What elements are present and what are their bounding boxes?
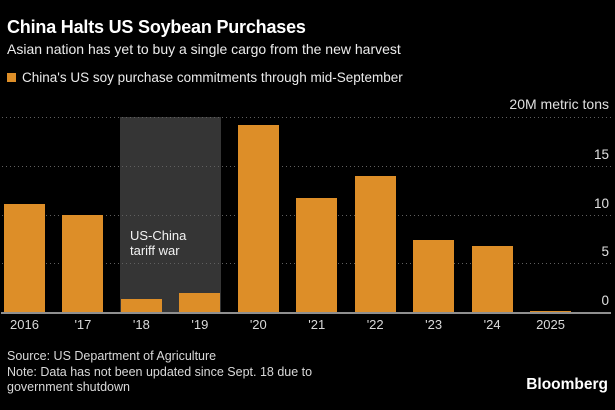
chart-title: China Halts US Soybean Purchases <box>7 17 306 37</box>
legend-swatch-icon <box>7 73 16 82</box>
x-tick-label-17: '17 <box>74 317 92 332</box>
y-tick-label-5: 5 <box>601 244 609 260</box>
y-axis-unit-label: 20M metric tons <box>509 96 609 112</box>
chart-subtitle: Asian nation has yet to buy a single car… <box>7 41 401 57</box>
legend-label: China's US soy purchase commitments thro… <box>22 70 403 85</box>
x-tick-label-2025: 2025 <box>536 317 565 332</box>
x-tick-label-23: '23 <box>425 317 443 332</box>
bar-2025 <box>530 310 572 312</box>
footer: Source: US Department of Agriculture Not… <box>7 349 377 396</box>
bar-21 <box>296 197 338 312</box>
bar-18 <box>120 299 162 312</box>
source-text: Source: US Department of Agriculture <box>7 349 217 363</box>
bar-17 <box>62 214 104 312</box>
x-tick-label-21: '21 <box>308 317 326 332</box>
x-tick-label-20: '20 <box>249 317 267 332</box>
y-tick-label-0: 0 <box>601 293 609 308</box>
gridline-15 <box>2 165 611 167</box>
x-tick-label-22: '22 <box>366 317 384 332</box>
y-tick-label-15: 15 <box>593 146 609 162</box>
bar-2016 <box>4 203 45 312</box>
x-tick-label-24: '24 <box>483 317 501 332</box>
tariff-war-annotation: US-China tariff war <box>130 228 187 258</box>
bar-20 <box>237 124 279 312</box>
x-axis-line <box>1 312 611 314</box>
y-tick-label-10: 10 <box>593 195 609 211</box>
bar-24 <box>471 245 513 312</box>
legend: China's US soy purchase commitments thro… <box>7 70 403 85</box>
x-tick-label-2016: 2016 <box>10 317 39 332</box>
bar-22 <box>354 176 396 312</box>
note-text: Note: Data has not been updated since Se… <box>7 364 313 395</box>
x-tick-label-18: '18 <box>132 317 150 332</box>
bloomberg-logo: Bloomberg <box>526 376 608 393</box>
bar-19 <box>179 292 221 312</box>
gridline-20 <box>2 117 611 118</box>
bar-23 <box>413 239 455 312</box>
x-tick-label-19: '19 <box>191 317 209 332</box>
